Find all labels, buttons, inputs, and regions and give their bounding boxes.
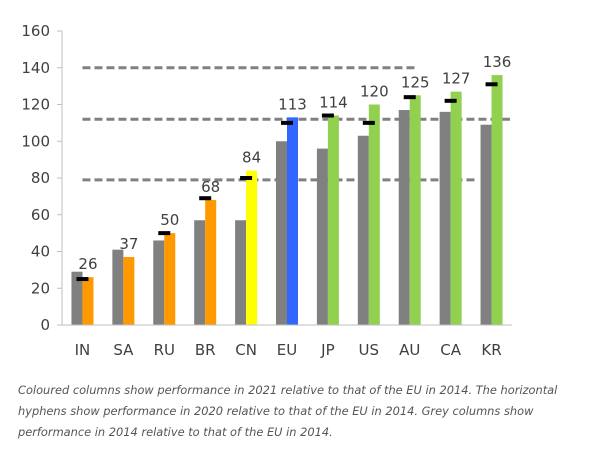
data-label: 127 xyxy=(442,70,471,88)
bar-2014 xyxy=(357,135,369,325)
bar-2021 xyxy=(82,277,94,325)
data-label: 84 xyxy=(242,149,261,167)
bar-2014 xyxy=(480,124,492,326)
bar-2014 xyxy=(71,271,83,325)
bar-2014 xyxy=(439,111,451,325)
data-label: 125 xyxy=(401,73,430,91)
bar-2021 xyxy=(450,91,462,325)
y-tick-label: 40 xyxy=(31,243,50,261)
x-tick-label: AU xyxy=(399,341,420,359)
x-tick-label: US xyxy=(359,341,380,359)
data-label: 37 xyxy=(119,235,138,253)
x-tick-label: CN xyxy=(235,341,257,359)
hyphen-2020 xyxy=(485,82,498,87)
bar-2021 xyxy=(368,104,380,325)
chart-caption: Coloured columns show performance in 202… xyxy=(18,383,558,439)
hyphen-2020 xyxy=(76,277,89,282)
bar-2021 xyxy=(327,115,339,326)
hyphen-2020 xyxy=(158,231,171,236)
y-tick-label: 140 xyxy=(21,59,50,77)
y-tick-label: 20 xyxy=(31,279,50,297)
y-tick-label: 80 xyxy=(31,169,50,187)
bar-2021 xyxy=(409,95,421,325)
data-label: 120 xyxy=(360,83,389,101)
bar-2021 xyxy=(287,117,298,325)
hyphen-2020 xyxy=(403,95,416,100)
hyphen-2020 xyxy=(199,196,212,201)
bar-2014 xyxy=(276,141,287,325)
y-tick-label: 160 xyxy=(21,22,50,40)
bar-2014 xyxy=(194,220,206,325)
bar-2014 xyxy=(398,110,410,325)
bar-2021 xyxy=(205,200,217,325)
x-tick-label: JP xyxy=(320,341,334,359)
x-tick-label: EU xyxy=(277,341,297,359)
y-tick-label: 0 xyxy=(40,316,50,334)
data-label: 26 xyxy=(78,255,97,273)
bar-2014 xyxy=(316,148,328,325)
data-label: 50 xyxy=(160,211,179,229)
bar-2014 xyxy=(112,249,124,325)
x-tick-label: SA xyxy=(113,341,134,359)
bar-2021 xyxy=(123,257,135,325)
chart: 26 IN 37 SA 50 RU 68 BR 84 CN 113 EU 114 JP 120 US 125 AU… xyxy=(21,22,512,359)
data-label: 68 xyxy=(201,178,220,196)
data-label: 113 xyxy=(278,95,307,113)
data-label: 114 xyxy=(319,94,348,112)
y-tick-label: 60 xyxy=(31,206,50,224)
hyphen-2020 xyxy=(321,113,334,118)
hyphen-2020 xyxy=(362,120,375,125)
hyphen-2020 xyxy=(444,98,457,103)
x-tick-label: KR xyxy=(481,341,501,359)
bar-2014 xyxy=(235,220,247,325)
chart-svg: 26 IN 37 SA 50 RU 68 BR 84 CN 113 EU 114 JP 120 US 125 AU… xyxy=(21,22,512,359)
hyphen-2020 xyxy=(281,120,293,125)
data-label: 136 xyxy=(483,53,512,71)
y-tick-label: 100 xyxy=(21,132,50,150)
bar-2021 xyxy=(491,75,503,325)
hyphen-2020 xyxy=(240,176,253,180)
bar-2021 xyxy=(246,170,258,325)
x-tick-label: RU xyxy=(154,341,175,359)
x-tick-label: CA xyxy=(440,341,461,359)
y-tick-label: 120 xyxy=(21,96,50,114)
x-tick-label: BR xyxy=(195,341,216,359)
bar-2021 xyxy=(164,233,176,325)
bar-2014 xyxy=(153,240,165,325)
x-tick-label: IN xyxy=(75,341,91,359)
